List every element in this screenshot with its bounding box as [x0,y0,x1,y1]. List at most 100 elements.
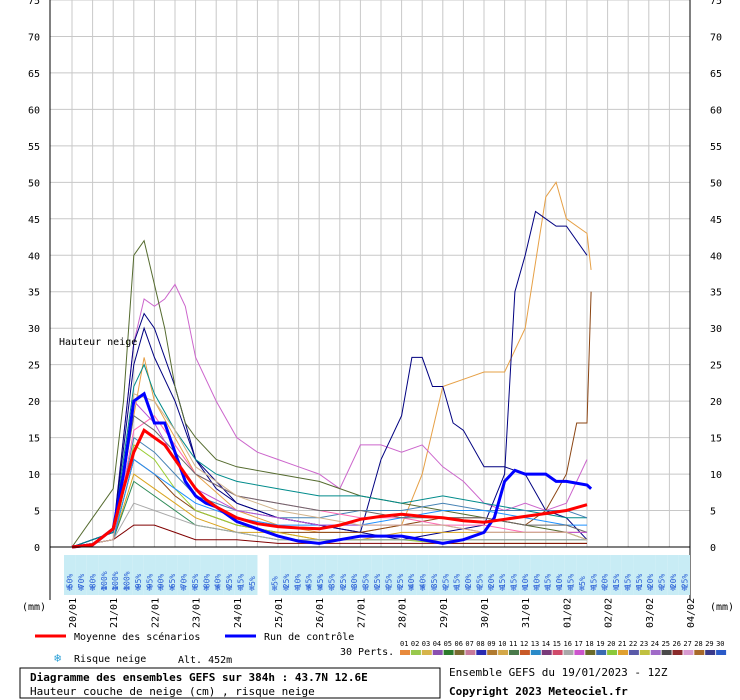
x-tick-label: 04/02 [686,598,697,628]
risk-cell [485,555,497,595]
inner-label: Hauteur neige [59,337,137,348]
grid [50,0,691,548]
pert-swatch [519,650,530,655]
risk-value: 10% [532,574,541,589]
pert-swatch [552,650,563,655]
risk-value: 80% [88,574,97,589]
member-line [71,480,587,548]
risk-cell [576,555,588,595]
pert-swatch [628,650,639,655]
risk-cell [120,555,133,595]
pert-number: 09 [487,640,495,648]
risk-value: 20% [487,574,496,589]
pert-number: 10 [498,640,506,648]
risk-cell [359,555,372,595]
risk-value: 25% [384,574,393,589]
risk-cell [268,555,281,595]
risk-cell [86,555,99,595]
risk-snowflake-icon: ❄ [215,584,221,594]
risk-cell [371,555,383,595]
y-tick-label-right: 5 [710,507,716,518]
risk-value: 25% [475,574,484,589]
risk-cell [177,555,190,595]
risk-cell [200,555,212,595]
x-tick-label: 31/01 [521,598,532,628]
pert-swatch [476,650,487,655]
pert-swatch [639,650,650,655]
pert-number: 19 [596,640,604,648]
pert-swatch [683,650,694,655]
risk-value: 40% [407,574,416,589]
risk-value: 90% [157,574,166,589]
control-line [71,391,593,549]
y-tick-label-left: 60 [28,105,40,116]
risk-value: 20% [464,574,473,589]
member-line [71,524,587,548]
y-tick-label-left: 45 [28,215,40,226]
y-tick-label-left: 65 [28,69,40,80]
risk-cell [348,555,360,595]
y-tick-label-right: 20 [710,397,722,408]
member-line [71,363,587,548]
pert-number: 02 [411,640,419,648]
y-tick-label-right: 10 [710,470,722,481]
pert-swatch [650,650,661,655]
pert-number: 21 [618,640,626,648]
risk-value: 70% [77,574,86,589]
risk-value: 15% [589,574,598,589]
pert-number: 04 [433,640,441,648]
risk-value: 95% [134,574,143,589]
risk-cell [75,555,87,595]
risk-value: 25% [339,574,348,589]
pert-number: 24 [651,640,659,648]
x-tick-label: 23/01 [192,598,203,628]
risk-snowflake-icon: ❄ [659,584,665,594]
y-tick-label-left: 25 [28,361,40,372]
risk-value: 25% [658,574,667,589]
risk-cell [462,555,474,595]
risk-value: 15% [510,574,519,589]
perturbation-legend: 01 02 03 04 05 06 07 08 09 10 11 12 13 14 15 16 17 18 19 20… [400,640,727,655]
pert-number: 03 [422,640,430,648]
risk-value: 20% [601,574,610,589]
pert-swatch [716,650,727,655]
pert-swatch [465,650,476,655]
member-line [71,414,588,548]
pert-number: 23 [640,640,648,648]
risk-value: 15% [635,574,644,589]
pert-number: 08 [476,640,484,648]
risk-cell [473,555,486,595]
risk-cell [564,555,577,595]
risk-snowflake-icon: ❄ [272,584,278,594]
risk-value: 50% [66,574,75,589]
risk-snowflake-icon: ❄ [545,584,551,594]
risk-snowflake-icon: ❄ [591,584,597,594]
pert-swatch [607,650,618,655]
risk-snowflake-icon: ❄ [90,584,96,594]
pert-number: 20 [607,640,615,648]
risk-cell [325,555,338,595]
risk-cell [155,555,167,595]
risk-snowflake-icon: ❄ [522,584,528,594]
risk-snowflake-icon: ❄ [317,584,323,594]
risk-value: 25% [225,574,234,589]
risk-cell [519,555,531,595]
x-tick-label: 25/01 [274,598,285,628]
y-tick-label-left: 5 [34,507,40,518]
risk-value: 25% [396,574,405,589]
risk-snowflake-icon: ❄ [67,584,73,594]
risk-value: 35% [430,574,439,589]
risk-snowflake-icon: ❄ [147,584,153,594]
pert-number: 30 [716,640,724,648]
risk-snowflake-icon: ❄ [374,584,380,594]
risk-cell [337,555,349,595]
pert-number: 26 [673,640,681,648]
x-tick-label: 20/01 [68,598,79,628]
mean-line [71,428,588,549]
pert-number: 25 [662,640,670,648]
risk-snowflake-icon: ❄ [124,584,130,594]
unit-left: (mm) [22,602,46,613]
y-tick-label-left: 40 [28,251,40,262]
